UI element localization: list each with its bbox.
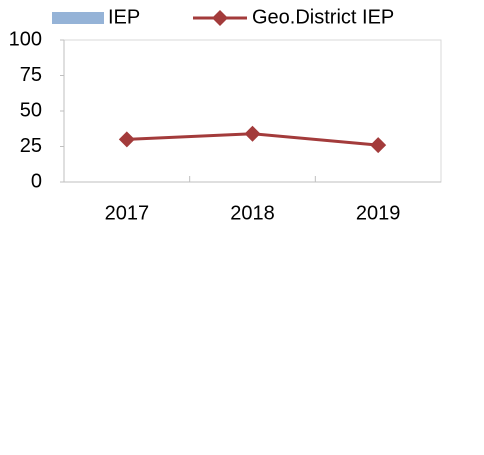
x-tick-label: 2017 [105,202,150,224]
x-tick-label: 2019 [356,202,401,224]
y-tick-label: 75 [20,64,42,86]
point-marker [244,125,261,142]
x-tick-label: 2018 [230,202,275,224]
legend-marker [212,10,228,26]
y-tick-label: 25 [20,135,42,157]
plot-border [63,39,442,183]
y-tick-label: 100 [9,28,42,50]
point-marker [118,131,135,148]
legend-label: IEP [108,6,140,28]
point-marker [370,137,387,154]
legend-swatch [52,12,104,24]
y-tick-label: 0 [31,170,42,192]
y-tick-label: 50 [20,99,42,121]
legend-label: Geo.District IEP [252,6,394,28]
